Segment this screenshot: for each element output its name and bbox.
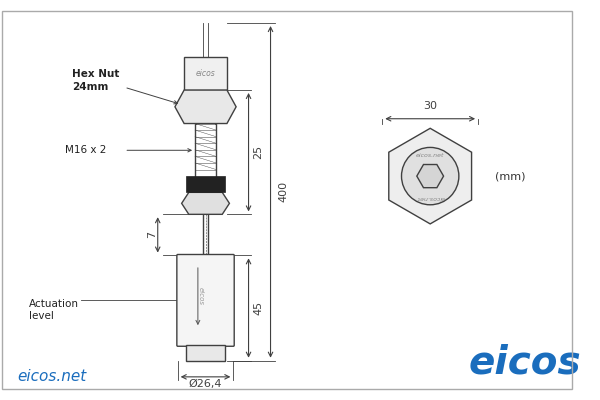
Polygon shape bbox=[417, 164, 443, 188]
Text: 400: 400 bbox=[278, 181, 288, 202]
Text: 45: 45 bbox=[253, 301, 263, 315]
Polygon shape bbox=[175, 90, 236, 124]
Circle shape bbox=[401, 148, 459, 205]
Bar bbox=[187, 345, 224, 361]
Text: M16 x 2: M16 x 2 bbox=[65, 145, 106, 155]
Text: 25: 25 bbox=[253, 145, 263, 159]
Bar bbox=[184, 57, 227, 90]
Text: eicos: eicos bbox=[196, 69, 215, 78]
Bar bbox=[187, 176, 224, 192]
Text: Ø26,4: Ø26,4 bbox=[189, 378, 222, 388]
Text: eicos: eicos bbox=[198, 286, 204, 304]
Text: eicos.net: eicos.net bbox=[416, 152, 445, 158]
Polygon shape bbox=[389, 128, 472, 224]
Text: 30: 30 bbox=[423, 101, 437, 111]
Polygon shape bbox=[182, 192, 229, 214]
Text: Actuation
level: Actuation level bbox=[29, 299, 79, 321]
Text: eicos: eicos bbox=[469, 344, 581, 382]
Text: (mm): (mm) bbox=[495, 171, 526, 181]
Text: eicos.net: eicos.net bbox=[416, 195, 445, 200]
Text: Hex Nut
24mm: Hex Nut 24mm bbox=[71, 69, 119, 92]
Text: 7: 7 bbox=[147, 231, 157, 238]
FancyBboxPatch shape bbox=[177, 254, 234, 346]
Text: eicos.net: eicos.net bbox=[17, 369, 86, 384]
